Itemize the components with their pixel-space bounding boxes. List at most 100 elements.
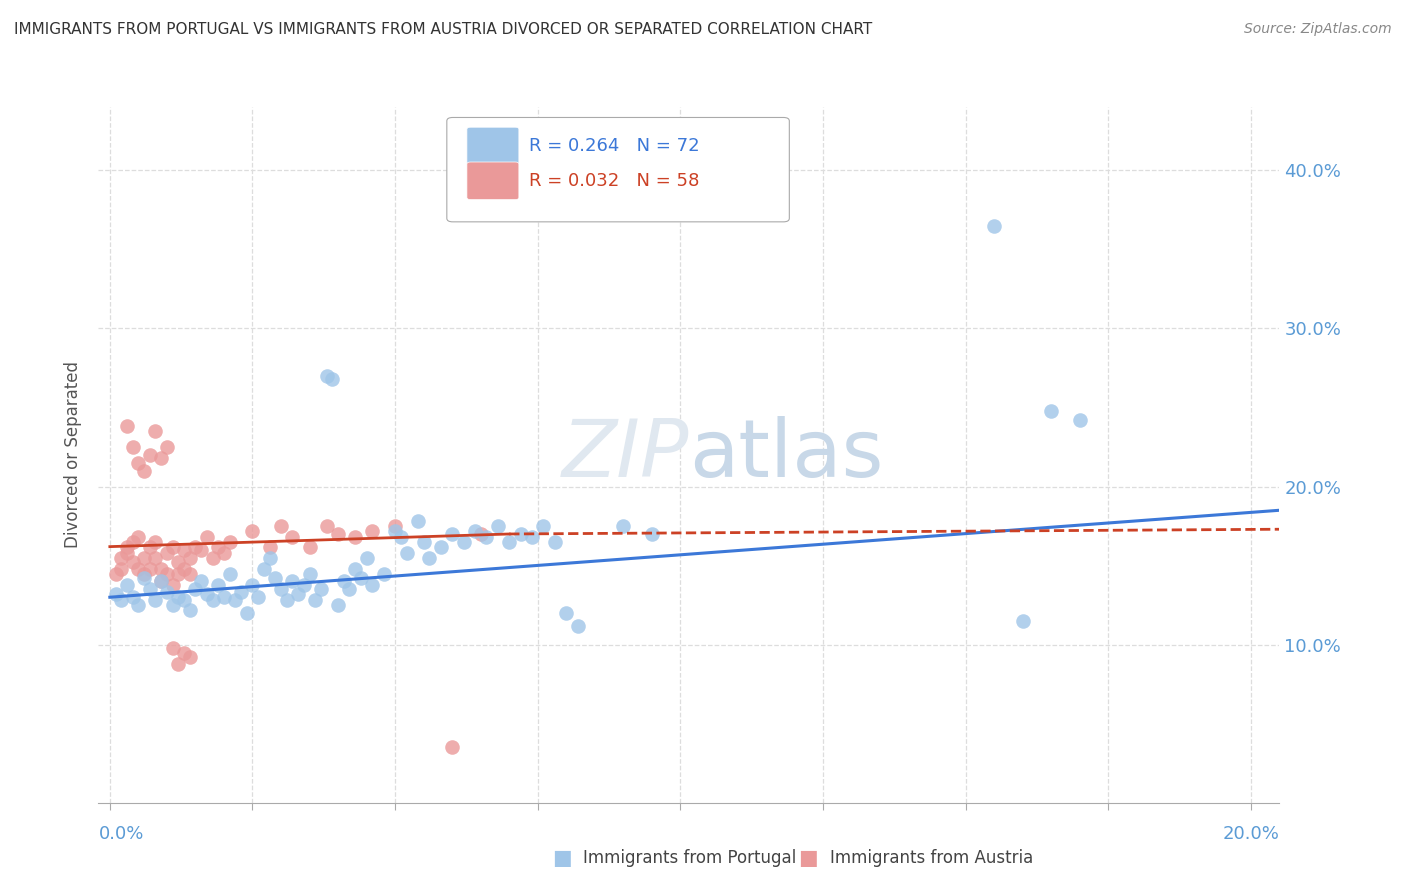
Point <box>361 524 384 538</box>
FancyBboxPatch shape <box>467 128 519 165</box>
Point <box>361 577 384 591</box>
Point <box>179 603 201 617</box>
FancyBboxPatch shape <box>447 118 789 222</box>
Point <box>179 550 201 565</box>
Point <box>259 550 281 565</box>
Point <box>1011 614 1033 628</box>
Point <box>127 598 149 612</box>
Point <box>1069 413 1091 427</box>
Point <box>242 524 264 538</box>
Point <box>567 618 589 632</box>
Point <box>326 527 349 541</box>
Point <box>115 546 138 560</box>
Point <box>115 577 138 591</box>
Point <box>132 566 155 581</box>
Point <box>264 571 287 585</box>
Text: ZIP: ZIP <box>561 416 689 494</box>
Text: R = 0.264   N = 72: R = 0.264 N = 72 <box>530 137 700 155</box>
Point <box>259 540 281 554</box>
Text: Source: ZipAtlas.com: Source: ZipAtlas.com <box>1244 22 1392 37</box>
Point <box>150 574 173 589</box>
Point <box>145 534 167 549</box>
Point <box>641 527 664 541</box>
Point <box>150 574 173 589</box>
Point <box>162 640 184 655</box>
Point <box>162 598 184 612</box>
Point <box>115 540 138 554</box>
Point <box>309 582 332 597</box>
Point <box>373 566 395 581</box>
Text: R = 0.032   N = 58: R = 0.032 N = 58 <box>530 172 700 190</box>
Point <box>356 550 378 565</box>
Point <box>389 530 412 544</box>
Point <box>145 593 167 607</box>
Point <box>218 566 240 581</box>
Point <box>486 519 509 533</box>
Point <box>207 540 229 554</box>
Point <box>520 530 543 544</box>
Point <box>173 593 195 607</box>
Point <box>298 566 321 581</box>
Point <box>121 591 143 605</box>
Point <box>139 582 162 597</box>
Point <box>983 219 1005 233</box>
Point <box>121 556 143 570</box>
Point <box>127 456 149 470</box>
Point <box>145 424 167 438</box>
Point <box>173 646 195 660</box>
Point <box>132 550 155 565</box>
Point <box>292 577 315 591</box>
Point <box>229 585 252 599</box>
Point <box>115 419 138 434</box>
Point <box>224 593 246 607</box>
Point <box>544 534 567 549</box>
Text: 0.0%: 0.0% <box>98 825 143 843</box>
Point <box>156 546 179 560</box>
Point <box>270 582 292 597</box>
Point <box>201 550 224 565</box>
Point <box>195 587 218 601</box>
Text: Immigrants from Austria: Immigrants from Austria <box>830 849 1033 867</box>
Point <box>132 571 155 585</box>
Point <box>384 524 406 538</box>
Point <box>162 577 184 591</box>
Point <box>441 527 464 541</box>
Point <box>247 591 270 605</box>
Point <box>156 566 179 581</box>
Point <box>315 368 337 383</box>
Text: Immigrants from Portugal: Immigrants from Portugal <box>583 849 797 867</box>
Point <box>207 577 229 591</box>
Point <box>298 540 321 554</box>
Point <box>150 451 173 466</box>
Text: IMMIGRANTS FROM PORTUGAL VS IMMIGRANTS FROM AUSTRIA DIVORCED OR SEPARATED CORREL: IMMIGRANTS FROM PORTUGAL VS IMMIGRANTS F… <box>14 22 872 37</box>
Point <box>179 566 201 581</box>
Point <box>304 593 326 607</box>
Point <box>179 650 201 665</box>
Point <box>156 440 179 454</box>
Point <box>412 534 434 549</box>
Point <box>190 574 212 589</box>
Point <box>287 587 309 601</box>
Point <box>276 593 298 607</box>
Point <box>344 530 367 544</box>
Point <box>167 657 190 671</box>
Point <box>475 530 498 544</box>
Point <box>332 574 354 589</box>
Point <box>429 540 451 554</box>
Point <box>139 562 162 576</box>
Point <box>339 582 361 597</box>
Point <box>453 534 475 549</box>
Point <box>321 372 343 386</box>
Point <box>212 546 235 560</box>
Point <box>281 574 304 589</box>
Text: ■: ■ <box>553 848 572 868</box>
Point <box>281 530 304 544</box>
Text: atlas: atlas <box>689 416 883 494</box>
Point <box>509 527 531 541</box>
Point <box>533 519 555 533</box>
Point <box>145 550 167 565</box>
Point <box>150 562 173 576</box>
Point <box>498 534 520 549</box>
Point <box>110 562 132 576</box>
Point <box>162 540 184 554</box>
